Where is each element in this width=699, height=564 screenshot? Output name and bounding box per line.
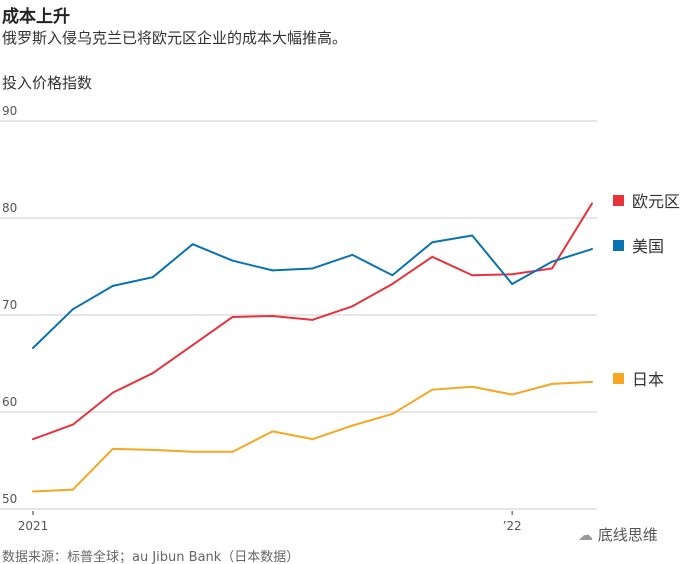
data-point xyxy=(551,260,554,263)
data-point xyxy=(351,305,354,308)
data-point xyxy=(71,423,74,426)
legend-label: 美国 xyxy=(632,237,664,256)
source-note: 数据来源：标普全球；au Jibun Bank（日本数据） xyxy=(2,550,300,564)
data-point xyxy=(231,450,234,453)
legend-label: 欧元区 xyxy=(632,192,680,211)
series-line-3 xyxy=(32,380,593,493)
watermark-text: 底线思维 xyxy=(597,526,658,544)
data-point xyxy=(431,388,434,391)
data-point xyxy=(191,450,194,453)
data-point xyxy=(32,438,34,441)
data-point xyxy=(231,315,234,318)
y-tick-label: 50 xyxy=(2,492,17,506)
data-point xyxy=(351,253,354,256)
data-point xyxy=(471,385,474,388)
legend-swatch xyxy=(613,373,624,384)
data-point xyxy=(431,255,434,258)
y-tick-label: 90 xyxy=(2,104,17,118)
data-point xyxy=(111,284,114,287)
data-point xyxy=(431,241,434,244)
data-point xyxy=(591,202,593,205)
data-point xyxy=(111,447,114,450)
data-point xyxy=(271,430,274,433)
legend-swatch xyxy=(613,240,624,251)
data-point xyxy=(111,391,114,394)
y-axis-label: 投入价格指数 xyxy=(2,74,93,92)
y-tick-label: 70 xyxy=(2,298,17,312)
data-point xyxy=(351,424,354,427)
data-point xyxy=(311,267,314,270)
legend-label: 日本 xyxy=(632,370,664,389)
chart-title: 成本上升 xyxy=(2,7,70,27)
data-point xyxy=(591,380,593,383)
data-point xyxy=(551,382,554,385)
data-point xyxy=(311,438,314,441)
legend-swatch xyxy=(613,195,624,206)
y-tick-label: 60 xyxy=(2,395,17,409)
data-point xyxy=(32,490,34,493)
data-point xyxy=(32,346,34,349)
data-point xyxy=(391,282,394,285)
data-point xyxy=(271,269,274,272)
series-line-1 xyxy=(32,202,593,441)
data-point xyxy=(511,393,514,396)
data-point xyxy=(71,488,74,491)
data-point xyxy=(471,274,474,277)
data-point xyxy=(511,273,514,276)
data-point xyxy=(271,314,274,317)
data-point xyxy=(191,243,194,246)
data-point xyxy=(391,274,394,277)
data-point xyxy=(391,412,394,415)
data-point xyxy=(591,248,593,251)
y-tick-label: 80 xyxy=(2,201,17,215)
x-tick-label: ’22 xyxy=(503,519,522,533)
data-point xyxy=(71,308,74,311)
data-point xyxy=(551,267,554,270)
data-point xyxy=(151,448,154,451)
data-point xyxy=(151,372,154,375)
data-point xyxy=(471,234,474,237)
data-point xyxy=(311,318,314,321)
data-point xyxy=(231,259,234,262)
wechat-icon: ☁ xyxy=(578,526,598,544)
series-line-2 xyxy=(32,234,593,349)
watermark: ☁ 底线思维 xyxy=(578,524,658,545)
x-tick-label: 2021 xyxy=(18,519,49,533)
data-point xyxy=(151,276,154,279)
data-point xyxy=(511,282,514,285)
data-point xyxy=(191,344,194,347)
chart-subtitle: 俄罗斯入侵乌克兰已将欧元区企业的成本大幅推高。 xyxy=(2,29,348,47)
